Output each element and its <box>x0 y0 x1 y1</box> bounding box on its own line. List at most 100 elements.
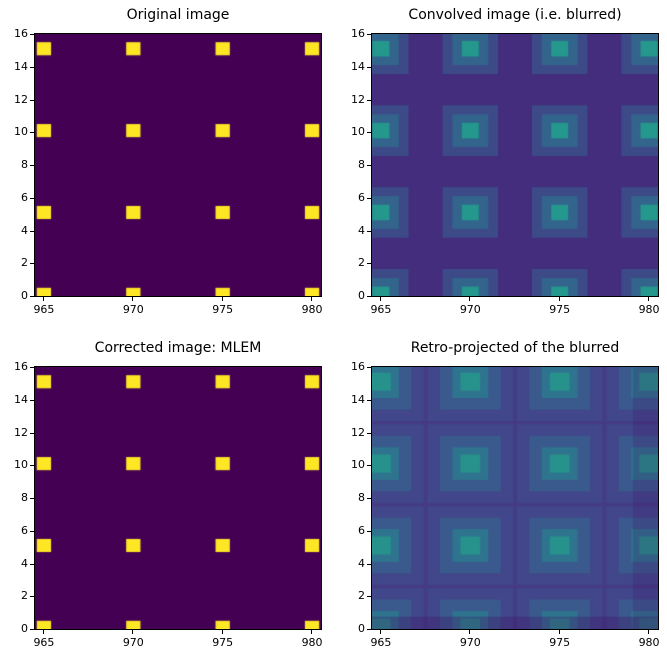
y-tick-label: 4 <box>358 556 365 570</box>
y-tick-mark <box>367 66 371 68</box>
x-tick-label: 965 <box>33 303 55 316</box>
y-tick-mark <box>367 165 371 166</box>
x-tick-label: 980 <box>301 636 323 649</box>
x-tick-mark <box>558 297 560 301</box>
y-tick-label: 10 <box>351 458 365 472</box>
x-tick-mark <box>42 297 44 301</box>
y-tick-mark <box>367 563 371 565</box>
x-tick-mark <box>311 297 313 301</box>
y-tick-label: 4 <box>21 223 28 237</box>
y-tick-mark <box>30 165 34 166</box>
y-tick-label: 2 <box>358 589 365 603</box>
y-tick-mark <box>367 34 371 35</box>
x-tick-mark <box>42 630 44 634</box>
subplot-corrected-mlem: Corrected image: MLEM 965 970 975 980 0 2 4 6 8 1… <box>14 340 323 649</box>
y-tick-mark <box>30 296 34 297</box>
plot-title: Original image <box>126 7 230 23</box>
x-tick-label: 975 <box>212 636 234 649</box>
y-tick-mark <box>30 530 34 532</box>
heatmap-original-image <box>34 33 322 297</box>
heatmap-convolved-image <box>371 33 659 297</box>
y-tick-mark <box>367 367 371 368</box>
y-tick-label: 0 <box>358 289 365 302</box>
y-tick-label: 8 <box>358 491 365 504</box>
x-tick-mark <box>469 630 471 634</box>
x-tick-mark <box>558 630 560 634</box>
y-tick-label: 16 <box>351 360 365 373</box>
y-tick-label: 8 <box>358 158 365 171</box>
x-tick-mark <box>648 630 650 634</box>
y-tick-label: 2 <box>21 256 28 270</box>
y-tick-mark <box>367 99 371 101</box>
y-tick-mark <box>30 263 34 265</box>
y-tick-label: 0 <box>21 289 28 302</box>
y-tick-label: 12 <box>14 425 28 439</box>
heatmap-retro-projected <box>371 366 659 630</box>
y-tick-label: 6 <box>358 523 365 537</box>
y-tick-mark <box>367 530 371 532</box>
y-tick-label: 10 <box>351 125 365 139</box>
y-tick-mark <box>367 263 371 265</box>
y-tick-mark <box>367 197 371 199</box>
y-tick-mark <box>367 498 371 499</box>
y-tick-mark <box>30 34 34 35</box>
x-tick-label: 965 <box>370 636 392 649</box>
y-tick-label: 4 <box>21 556 28 570</box>
x-tick-label: 975 <box>212 303 234 316</box>
y-tick-mark <box>367 399 371 401</box>
x-tick-label: 970 <box>459 636 481 649</box>
x-tick-mark <box>221 630 223 634</box>
x-tick-label: 980 <box>638 636 660 649</box>
x-tick-mark <box>648 297 650 301</box>
y-tick-mark <box>367 465 371 467</box>
x-tick-mark <box>379 297 381 301</box>
y-tick-mark <box>367 629 371 630</box>
plot-title: Retro-projected of the blurred <box>410 340 620 356</box>
y-tick-mark <box>367 230 371 232</box>
y-tick-mark <box>30 230 34 232</box>
heatmap-corrected-mlem <box>34 366 322 630</box>
y-tick-label: 12 <box>351 425 365 439</box>
x-tick-label: 975 <box>549 303 571 316</box>
y-tick-label: 6 <box>358 190 365 204</box>
x-tick-mark <box>379 630 381 634</box>
y-tick-mark <box>30 465 34 467</box>
x-tick-mark <box>132 297 134 301</box>
y-tick-label: 0 <box>358 622 365 635</box>
y-tick-label: 16 <box>14 360 28 373</box>
y-tick-mark <box>30 596 34 598</box>
subplot-retro-projected: Retro-projected of the blurred 965 970 975… <box>351 340 660 649</box>
x-tick-label: 970 <box>459 303 481 316</box>
y-tick-mark <box>367 296 371 297</box>
y-tick-label: 2 <box>358 256 365 270</box>
x-tick-mark <box>469 297 471 301</box>
x-tick-mark <box>221 297 223 301</box>
y-tick-label: 12 <box>351 92 365 106</box>
y-tick-label: 8 <box>21 491 28 504</box>
y-tick-label: 2 <box>21 589 28 603</box>
y-tick-mark <box>30 399 34 401</box>
y-tick-mark <box>30 432 34 434</box>
plot-title: Corrected image: MLEM <box>94 340 262 356</box>
y-tick-mark <box>367 132 371 134</box>
y-tick-label: 16 <box>14 27 28 40</box>
y-tick-label: 14 <box>351 392 365 406</box>
y-tick-mark <box>30 132 34 134</box>
x-tick-label: 970 <box>122 303 144 316</box>
subplot-convolved-image: Convolved image (i.e. blurred) 965 970 975… <box>351 7 660 316</box>
y-tick-mark <box>30 197 34 199</box>
y-tick-label: 14 <box>14 392 28 406</box>
y-tick-mark <box>30 498 34 499</box>
plot-title: Convolved image (i.e. blurred) <box>408 7 622 23</box>
x-tick-label: 965 <box>33 636 55 649</box>
y-tick-label: 12 <box>14 92 28 106</box>
y-tick-mark <box>367 432 371 434</box>
y-tick-label: 4 <box>358 223 365 237</box>
y-tick-mark <box>30 629 34 630</box>
x-tick-label: 970 <box>122 636 144 649</box>
y-tick-mark <box>367 596 371 598</box>
y-tick-mark <box>30 367 34 368</box>
y-tick-label: 10 <box>14 458 28 472</box>
x-tick-label: 980 <box>638 303 660 316</box>
subplot-original-image: Original image 965 970 975 980 0 2 4 6 8 10 12 14 16 <box>14 7 323 316</box>
